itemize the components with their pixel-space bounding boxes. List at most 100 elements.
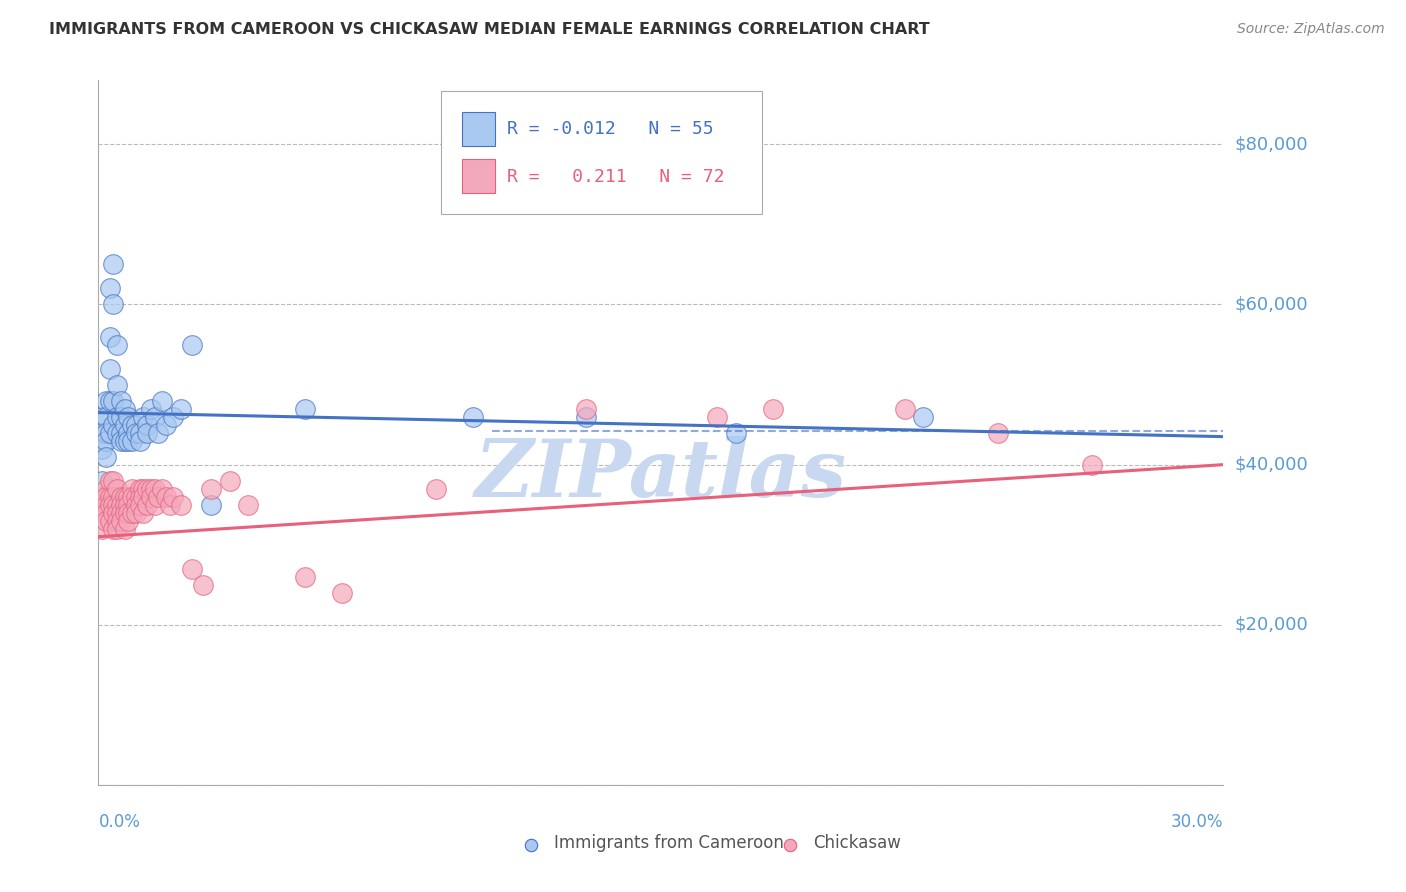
Point — [105, 409, 128, 424]
Point — [117, 425, 139, 440]
Point — [139, 490, 162, 504]
Point — [170, 498, 193, 512]
Point — [98, 425, 121, 440]
Text: 30.0%: 30.0% — [1171, 814, 1223, 831]
Text: $40,000: $40,000 — [1234, 456, 1308, 474]
Point — [132, 482, 155, 496]
Point — [110, 506, 132, 520]
Point — [193, 578, 215, 592]
Point — [121, 506, 143, 520]
Point — [238, 498, 260, 512]
Point — [114, 522, 136, 536]
Point — [148, 490, 170, 504]
Point — [103, 297, 125, 311]
Point — [121, 490, 143, 504]
Point — [425, 482, 447, 496]
Point — [117, 434, 139, 448]
Point — [128, 482, 150, 496]
Point — [94, 498, 117, 512]
Point — [91, 506, 114, 520]
Point — [125, 425, 148, 440]
Point — [110, 498, 132, 512]
Point — [105, 514, 128, 528]
Point — [724, 425, 747, 440]
Point — [94, 425, 117, 440]
Point — [136, 417, 159, 432]
Point — [105, 482, 128, 496]
Point — [162, 490, 184, 504]
Point — [91, 522, 114, 536]
Point — [110, 434, 132, 448]
Point — [128, 434, 150, 448]
Point — [143, 482, 166, 496]
Point — [110, 409, 132, 424]
Point — [105, 425, 128, 440]
Point — [98, 498, 121, 512]
Point — [98, 474, 121, 488]
Point — [98, 329, 121, 343]
Point — [121, 482, 143, 496]
Point — [114, 401, 136, 416]
Point — [98, 361, 121, 376]
Point — [200, 498, 222, 512]
Point — [105, 337, 128, 351]
Point — [91, 442, 114, 456]
Point — [128, 425, 150, 440]
Point — [148, 425, 170, 440]
Point — [218, 474, 240, 488]
Point — [125, 490, 148, 504]
Point — [103, 257, 125, 271]
Point — [103, 393, 125, 408]
Point — [103, 498, 125, 512]
Point — [143, 498, 166, 512]
Point — [114, 490, 136, 504]
Point — [94, 393, 117, 408]
Point — [110, 393, 132, 408]
Point — [103, 474, 125, 488]
Point — [121, 417, 143, 432]
Point — [136, 498, 159, 512]
Point — [105, 377, 128, 392]
Point — [181, 337, 204, 351]
Point — [575, 409, 598, 424]
Point — [117, 490, 139, 504]
Point — [94, 409, 117, 424]
Text: IMMIGRANTS FROM CAMEROON VS CHICKASAW MEDIAN FEMALE EARNINGS CORRELATION CHART: IMMIGRANTS FROM CAMEROON VS CHICKASAW ME… — [49, 22, 929, 37]
Text: ZIPatlas: ZIPatlas — [475, 436, 846, 514]
Point — [98, 490, 121, 504]
Point — [117, 409, 139, 424]
Point — [117, 506, 139, 520]
Point — [132, 409, 155, 424]
Text: 0.0%: 0.0% — [98, 814, 141, 831]
Text: $60,000: $60,000 — [1234, 295, 1308, 313]
Point — [155, 417, 177, 432]
Point — [98, 393, 121, 408]
Point — [987, 425, 1010, 440]
Point — [114, 506, 136, 520]
Point — [463, 409, 485, 424]
Point — [150, 393, 173, 408]
Point — [91, 409, 114, 424]
Point — [110, 514, 132, 528]
Point — [91, 490, 114, 504]
Point — [136, 425, 159, 440]
Point — [170, 401, 193, 416]
Point — [94, 450, 117, 464]
Point — [114, 498, 136, 512]
Point — [330, 586, 353, 600]
Point — [94, 482, 117, 496]
Text: $80,000: $80,000 — [1234, 136, 1308, 153]
Point — [1081, 458, 1104, 472]
Point — [103, 417, 125, 432]
Point — [128, 490, 150, 504]
Point — [94, 434, 117, 448]
Point — [114, 417, 136, 432]
Point — [200, 482, 222, 496]
Point — [159, 498, 181, 512]
Text: Immigrants from Cameroon: Immigrants from Cameroon — [554, 834, 783, 852]
Point — [139, 401, 162, 416]
Point — [575, 401, 598, 416]
Bar — [461, 112, 495, 145]
Point — [98, 281, 121, 295]
Point — [105, 522, 128, 536]
